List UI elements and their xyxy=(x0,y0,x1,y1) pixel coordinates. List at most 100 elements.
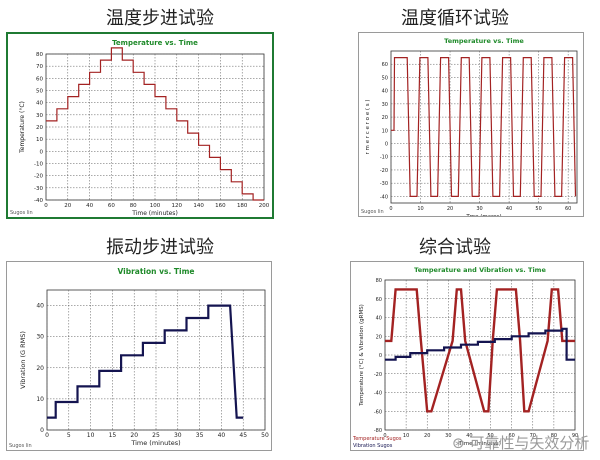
x-tick-label: 40 xyxy=(506,206,512,212)
temperature-cycle-chart: Temperature vs. Time 0 10 20 30 40 50 60 -40 -30 -… xyxy=(358,32,584,217)
x-tick-label: 40 xyxy=(86,203,93,209)
y-tick-label: 0 xyxy=(40,149,44,155)
y-tick-label: 30 xyxy=(36,113,43,119)
heading-temperature-step: 温度步进试验 xyxy=(106,8,214,29)
series-line-0 xyxy=(391,57,577,197)
x-tick-label: 5 xyxy=(67,432,71,439)
x-tick-label: 40 xyxy=(218,432,226,439)
y-axis-label: Vibration (G RMS) xyxy=(19,331,27,389)
x-tick-label: 90 xyxy=(572,433,578,439)
x-tick-label: 20 xyxy=(424,433,430,439)
temperature-step-chart: Temperature vs. Time 0 20 40 60 80 100 120 140 16… xyxy=(6,32,274,219)
chart-title: Temperature and Vibration vs. Time xyxy=(414,266,546,274)
y-tick-label: 30 xyxy=(382,102,388,108)
y-axis-label: Temperature (°C) & Vibration (gRMS) xyxy=(359,304,365,407)
x-tick-label: 30 xyxy=(445,433,451,439)
y-tick-label: 30 xyxy=(36,334,44,341)
y-axis-label: r m e r c e r o e ( s ) xyxy=(365,99,371,154)
x-axis-label: Time (minutes) xyxy=(131,210,178,217)
x-tick-label: 80 xyxy=(551,433,557,439)
heading-temperature-cycle: 温度循环试验 xyxy=(401,8,509,29)
series-line-0 xyxy=(47,304,244,419)
x-tick-label: 80 xyxy=(130,203,137,209)
y-tick-label: 70 xyxy=(36,64,43,70)
x-tick-label: 0 xyxy=(44,203,48,209)
x-tick-label: 10 xyxy=(87,432,95,439)
y-tick-label: -60 xyxy=(374,409,382,415)
y-tick-label: 0 xyxy=(40,427,44,434)
watermark: ⊛ 可靠性与失效分析 xyxy=(452,432,589,453)
y-tick-label: -40 xyxy=(34,198,43,204)
x-tick-label: 100 xyxy=(150,203,161,209)
chart-title: Temperature vs. Time xyxy=(112,39,198,47)
y-tick-label: 50 xyxy=(36,89,43,95)
x-axis-label: Time (minutes) xyxy=(458,441,501,447)
y-tick-label: -20 xyxy=(380,168,388,174)
y-tick-label: -40 xyxy=(374,391,382,397)
y-tick-label: 20 xyxy=(376,334,382,340)
y-tick-label: -20 xyxy=(34,174,43,180)
y-tick-label: 10 xyxy=(382,128,388,134)
chart-title: Temperature vs. Time xyxy=(444,37,524,45)
x-tick-label: 50 xyxy=(535,206,541,212)
chart-footer-label: Sugos lin xyxy=(10,210,33,216)
x-tick-label: 70 xyxy=(530,433,536,439)
x-tick-label: 30 xyxy=(476,206,482,212)
x-tick-label: 20 xyxy=(447,206,453,212)
y-tick-label: -30 xyxy=(34,186,43,192)
x-tick-label: 10 xyxy=(403,433,409,439)
y-tick-label: -10 xyxy=(380,155,388,161)
y-tick-label: -10 xyxy=(34,162,43,168)
wechat-icon: ⊛ xyxy=(452,434,465,452)
y-tick-label: 20 xyxy=(36,125,43,131)
x-tick-label: 60 xyxy=(108,203,115,209)
x-tick-label: 60 xyxy=(508,433,514,439)
x-tick-label: 45 xyxy=(239,432,247,439)
y-tick-label: 40 xyxy=(36,303,44,310)
x-axis-label: Tme (mares) xyxy=(465,214,501,216)
y-tick-label: -30 xyxy=(380,181,388,187)
x-tick-label: 35 xyxy=(196,432,204,439)
chart-footer-label-2: Vibration Sugos xyxy=(353,443,393,449)
chart-title: Vibration vs. Time xyxy=(117,267,194,276)
y-tick-label: 40 xyxy=(376,316,382,322)
y-tick-label: 60 xyxy=(382,62,388,68)
x-tick-label: 180 xyxy=(237,203,248,209)
y-tick-label: 60 xyxy=(376,297,382,303)
x-tick-label: 15 xyxy=(109,432,117,439)
y-tick-label: 0 xyxy=(379,353,382,359)
y-tick-label: 20 xyxy=(36,365,44,372)
y-tick-label: 60 xyxy=(36,76,43,82)
y-tick-label: 10 xyxy=(36,137,43,143)
x-tick-label: 50 xyxy=(487,433,493,439)
y-tick-label: 40 xyxy=(36,101,43,107)
chart-footer-label: Sugos lin xyxy=(9,443,32,449)
x-tick-label: 140 xyxy=(193,203,204,209)
y-tick-label: 50 xyxy=(382,75,388,81)
series-line-0 xyxy=(385,288,575,413)
y-tick-label: -80 xyxy=(374,428,382,434)
x-tick-label: 0 xyxy=(383,433,386,439)
x-axis-label: Time (minutes) xyxy=(130,439,180,447)
series-line-1 xyxy=(385,327,575,361)
x-tick-label: 30 xyxy=(174,432,182,439)
y-tick-label: -20 xyxy=(374,372,382,378)
x-tick-label: 0 xyxy=(389,206,392,212)
y-tick-label: 0 xyxy=(385,142,388,148)
y-tick-label: 80 xyxy=(36,52,43,58)
x-tick-label: 20 xyxy=(130,432,138,439)
chart-footer-label: Temperature Sugos xyxy=(353,436,402,442)
watermark-text: 可靠性与失效分析 xyxy=(469,434,590,452)
y-tick-label: 80 xyxy=(376,278,382,284)
heading-combined-test: 综合试验 xyxy=(419,237,491,258)
y-axis-label: Temperature (°C) xyxy=(19,101,26,154)
x-tick-label: 25 xyxy=(152,432,160,439)
y-tick-label: 20 xyxy=(382,115,388,121)
combined-test-chart: Temperature and Vibration vs. Time 0 10 20 3… xyxy=(350,261,584,451)
x-tick-label: 10 xyxy=(417,206,423,212)
chart-footer-label: Sugos lin xyxy=(361,209,384,215)
x-tick-label: 40 xyxy=(466,433,472,439)
vibration-step-chart: Vibration vs. Time 0 5 10 15 20 25 30 35 40 45 50 0 1… xyxy=(6,261,272,451)
x-tick-label: 20 xyxy=(64,203,71,209)
y-tick-label: 40 xyxy=(382,89,388,95)
